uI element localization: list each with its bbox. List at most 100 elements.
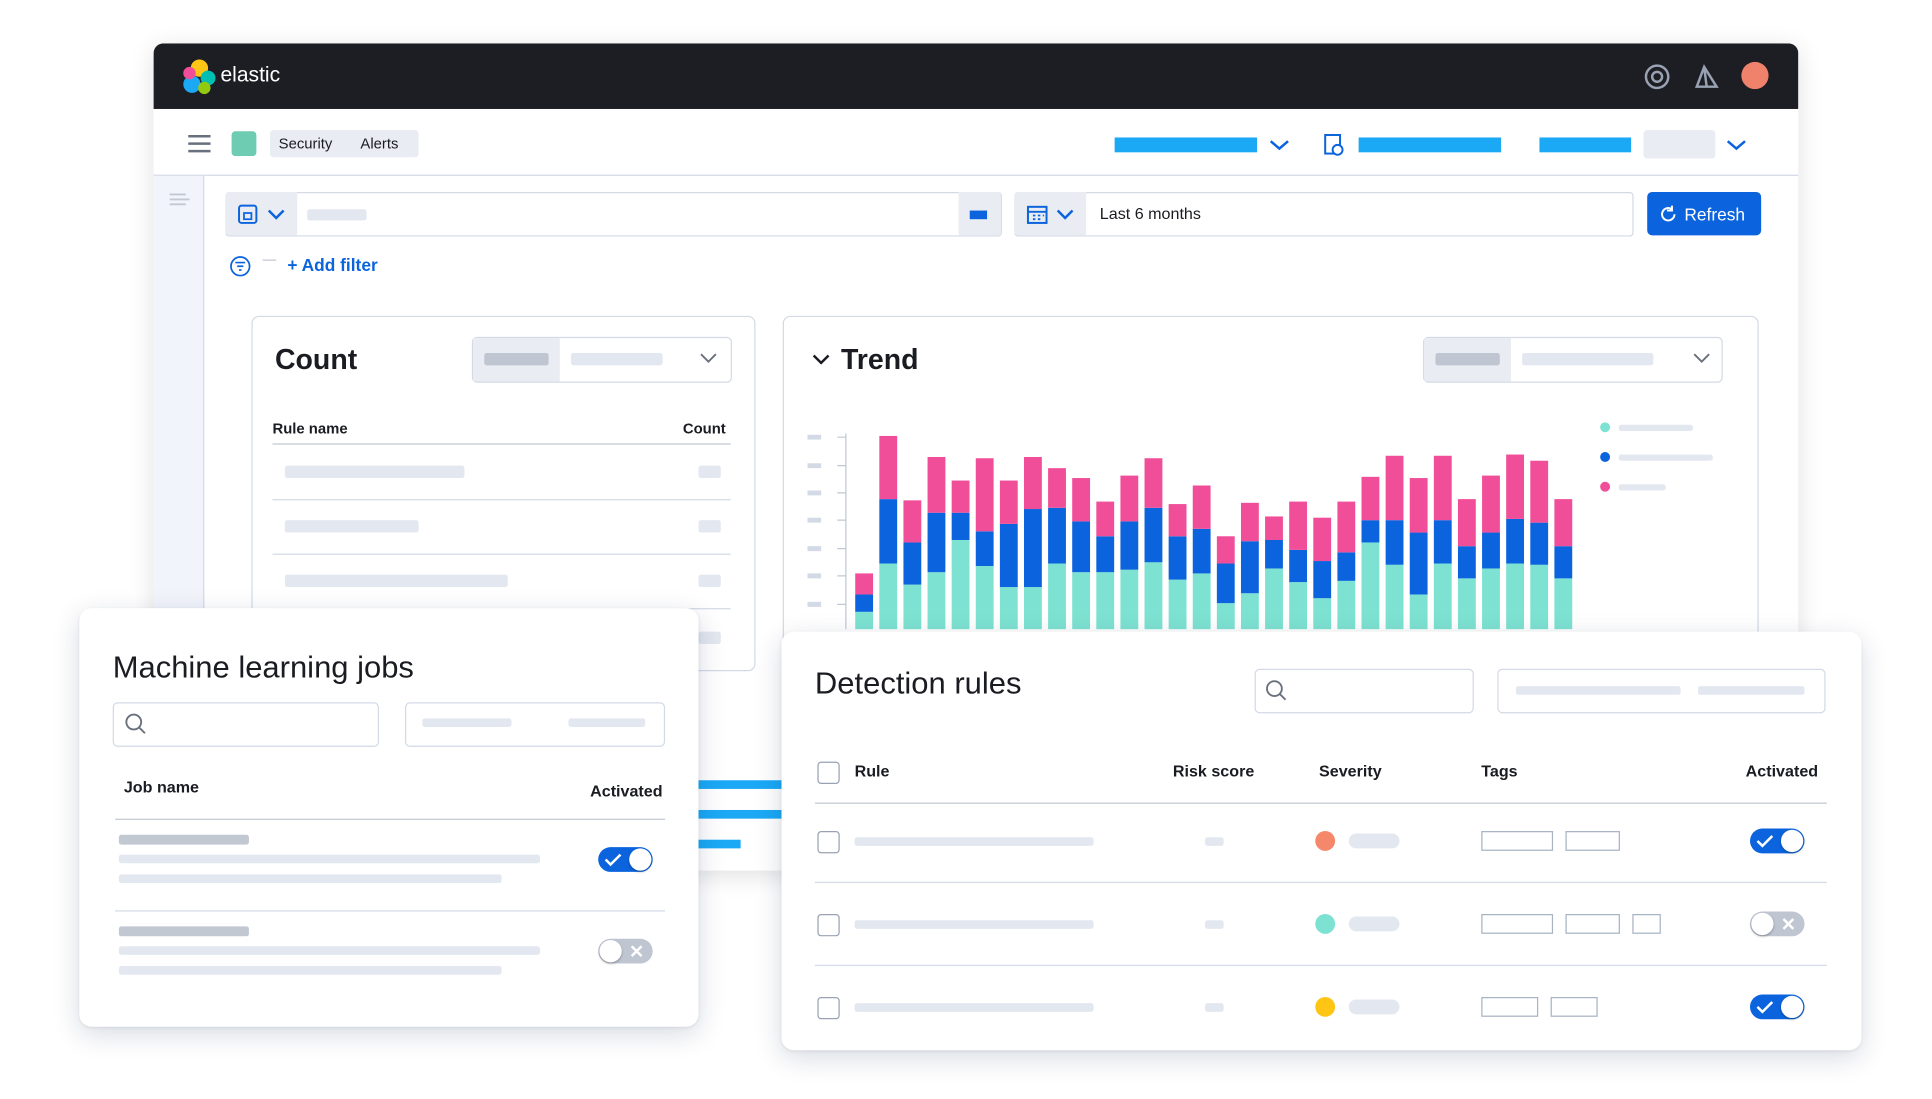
row-divider bbox=[272, 499, 731, 501]
bar-segment bbox=[1240, 502, 1259, 542]
toggle-off[interactable] bbox=[1750, 911, 1805, 937]
doc-icon[interactable] bbox=[1323, 133, 1345, 158]
bar-segment bbox=[1289, 501, 1308, 550]
bar-segment bbox=[1482, 568, 1500, 630]
bar-segment bbox=[1072, 478, 1091, 522]
tag bbox=[1550, 996, 1598, 1017]
placeholder bbox=[118, 854, 540, 864]
bar-segment bbox=[1289, 549, 1308, 583]
chevron bbox=[1726, 140, 1746, 151]
breadcrumb[interactable]: Security bbox=[278, 134, 333, 153]
bar-segment bbox=[927, 512, 946, 573]
row-divider bbox=[814, 964, 1827, 967]
nav-link[interactable] bbox=[1114, 137, 1258, 153]
placeholder bbox=[284, 520, 419, 533]
column-header[interactable]: Rule name bbox=[272, 419, 348, 438]
breadcrumb[interactable]: Alerts bbox=[360, 134, 399, 153]
bar-segment bbox=[1072, 572, 1091, 630]
add-filter[interactable]: + Add filter bbox=[287, 255, 378, 275]
checkbox[interactable] bbox=[817, 996, 840, 1020]
column-header[interactable]: Severity bbox=[1319, 761, 1382, 781]
collapse-chevron[interactable] bbox=[811, 352, 831, 367]
bar-segment bbox=[1048, 563, 1066, 630]
placeholder bbox=[1348, 833, 1400, 849]
nav-button[interactable] bbox=[1643, 130, 1716, 159]
column-header[interactable]: Job name bbox=[123, 777, 200, 797]
search-input[interactable] bbox=[1254, 668, 1474, 714]
bar-segment bbox=[999, 480, 1018, 524]
row-divider bbox=[814, 802, 1827, 804]
toggle-on[interactable] bbox=[598, 847, 653, 872]
column-header[interactable]: Rule bbox=[854, 761, 890, 781]
toggle-on[interactable] bbox=[1750, 994, 1805, 1020]
bar-segment bbox=[1361, 476, 1380, 521]
column-header[interactable]: Activated bbox=[590, 781, 663, 801]
avatar[interactable] bbox=[1741, 61, 1769, 90]
space-avatar[interactable] bbox=[231, 131, 257, 157]
tag bbox=[1481, 996, 1539, 1017]
news-icon[interactable] bbox=[1692, 62, 1722, 92]
bar-segment bbox=[951, 512, 970, 540]
nav-link[interactable] bbox=[1358, 137, 1502, 153]
bar-segment bbox=[1120, 521, 1139, 570]
row-divider bbox=[814, 881, 1827, 884]
tag bbox=[1565, 914, 1620, 934]
collapse-icon[interactable] bbox=[168, 192, 190, 207]
placeholder bbox=[698, 631, 721, 645]
bar-segment bbox=[1265, 516, 1283, 540]
filter-group[interactable] bbox=[404, 702, 666, 747]
nav-link[interactable] bbox=[1539, 137, 1632, 153]
bar-segment bbox=[1433, 563, 1452, 630]
bar-segment bbox=[903, 542, 922, 585]
ml-jobs-card bbox=[79, 608, 699, 1027]
column-header[interactable]: Count bbox=[682, 419, 726, 438]
filter-icon[interactable] bbox=[229, 255, 279, 277]
column-header[interactable]: Tags bbox=[1481, 761, 1518, 781]
bar-placeholder bbox=[693, 839, 741, 849]
refresh-button[interactable] bbox=[1647, 191, 1762, 236]
tag bbox=[1632, 914, 1661, 934]
chevron bbox=[700, 353, 717, 363]
search-input[interactable] bbox=[112, 702, 379, 747]
column-header[interactable]: Activated bbox=[1745, 761, 1819, 781]
language-mark bbox=[969, 210, 988, 220]
bar-segment bbox=[1048, 468, 1066, 508]
toggle-on[interactable] bbox=[1750, 828, 1805, 854]
date-picker-button[interactable] bbox=[1014, 191, 1087, 236]
bar-segment bbox=[855, 594, 874, 612]
date-input[interactable] bbox=[1014, 191, 1634, 237]
placeholder bbox=[1205, 1003, 1224, 1012]
severity-dot bbox=[1315, 914, 1336, 934]
help-icon[interactable] bbox=[1642, 62, 1672, 92]
checkbox[interactable] bbox=[817, 761, 840, 784]
saved-query-button[interactable] bbox=[225, 191, 298, 236]
bar-segment bbox=[975, 565, 994, 630]
bar-segment bbox=[1409, 532, 1428, 595]
menu-icon[interactable] bbox=[187, 134, 212, 154]
bar-segment bbox=[1144, 458, 1163, 508]
placeholder bbox=[854, 837, 1094, 846]
column-header[interactable]: Risk score bbox=[1172, 761, 1255, 781]
date-range: Last 6 months bbox=[1099, 204, 1201, 223]
placeholder bbox=[422, 718, 512, 727]
bar-segment bbox=[1385, 455, 1404, 521]
legend-dot bbox=[1600, 452, 1611, 462]
checkbox[interactable] bbox=[817, 831, 840, 854]
elastic-logo[interactable] bbox=[181, 58, 218, 95]
placeholder bbox=[1618, 454, 1713, 461]
bar-segment bbox=[1409, 594, 1428, 630]
bar-segment bbox=[1385, 520, 1404, 565]
bar-segment bbox=[951, 539, 970, 630]
bar-segment bbox=[1554, 499, 1573, 547]
bar-segment bbox=[975, 531, 994, 566]
row-divider bbox=[115, 910, 666, 912]
severity-dot bbox=[1315, 996, 1336, 1017]
toggle-off[interactable] bbox=[598, 938, 653, 964]
checkbox[interactable] bbox=[817, 914, 840, 937]
bar-segment bbox=[1144, 562, 1163, 630]
placeholder bbox=[1618, 484, 1666, 491]
bar-segment bbox=[1337, 552, 1356, 581]
placeholder bbox=[1618, 424, 1694, 431]
